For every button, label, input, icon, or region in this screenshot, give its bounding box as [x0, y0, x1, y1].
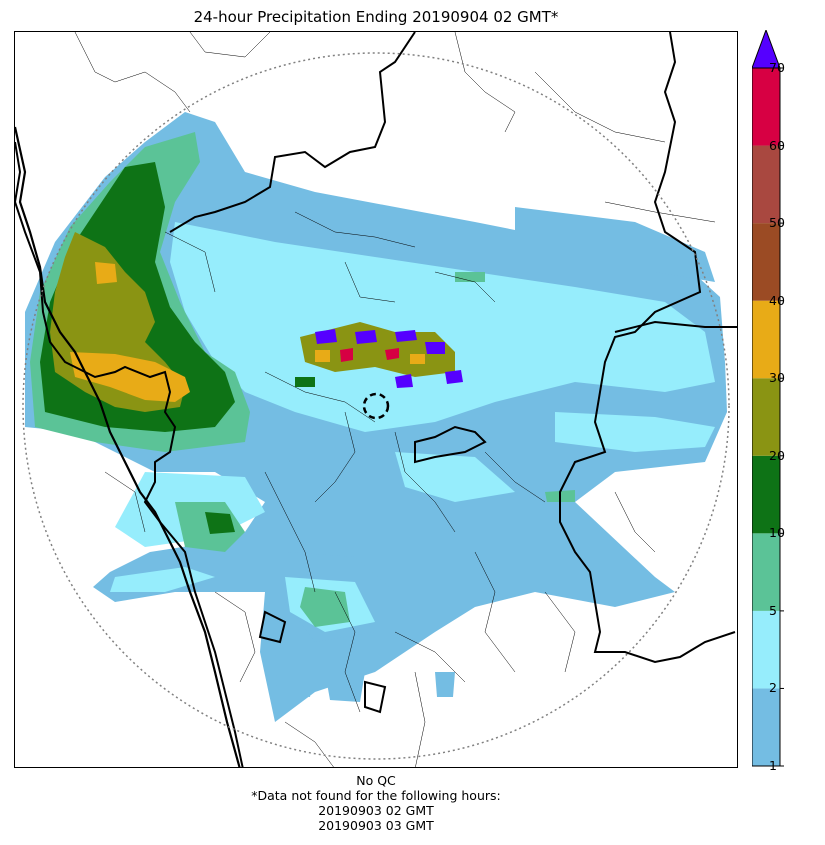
colorbar-tick-label: 1 — [769, 758, 777, 773]
colorbar-segment — [752, 300, 780, 379]
colorbar-segment — [752, 145, 780, 224]
colorbar-segment — [752, 455, 780, 534]
radar-map — [14, 31, 738, 768]
missing-hour: 20190903 03 GMT — [318, 818, 434, 833]
colorbar-tick-label: 30 — [769, 370, 785, 386]
colorbar — [752, 30, 784, 767]
colorbar-segment — [752, 533, 780, 611]
missing-data-note: *Data not found for the following hours: — [251, 788, 501, 803]
map-title: 24-hour Precipitation Ending 20190904 02… — [193, 8, 559, 26]
colorbar-segment — [752, 378, 780, 456]
colorbar-tick-label: 20 — [769, 447, 785, 463]
district-boundaries — [74, 32, 716, 767]
colorbar-tick-label: 70 — [769, 60, 785, 75]
range-ring — [22, 52, 730, 760]
coastline — [15, 126, 241, 767]
precipitation-field — [25, 112, 727, 722]
colorbar-tick-label: 40 — [769, 292, 785, 308]
colorbar-segment — [752, 610, 780, 689]
colorbar-tick-label: 50 — [769, 215, 785, 231]
colorbar-segment — [752, 223, 780, 301]
colorbar-tick-label: 60 — [769, 137, 785, 153]
colorbar-tick-label: 2 — [769, 680, 777, 696]
qc-status: No QC — [356, 773, 396, 788]
missing-hour: 20190903 02 GMT — [318, 803, 434, 818]
radar-site-marker — [362, 392, 390, 420]
footer-note: No QC *Data not found for the following … — [14, 773, 738, 833]
state-boundaries — [15, 32, 737, 767]
colorbar-segment — [752, 688, 780, 766]
colorbar-tick-label: 5 — [769, 602, 777, 618]
colorbar-segment — [752, 68, 780, 146]
colorbar-tick-label: 10 — [769, 525, 785, 541]
